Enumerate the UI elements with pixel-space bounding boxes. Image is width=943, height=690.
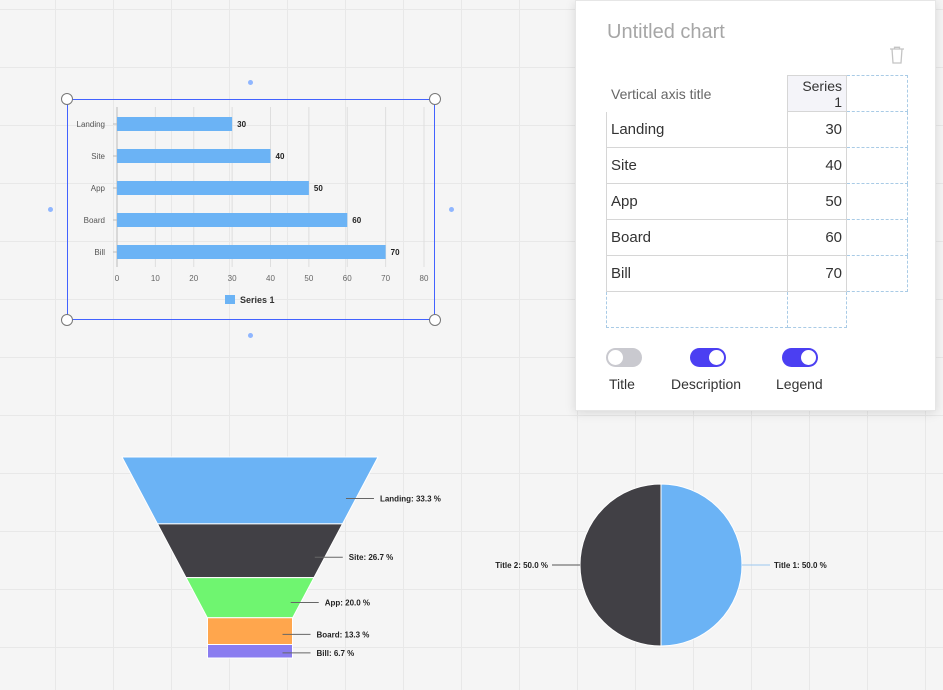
row-value-cell[interactable]: 70 bbox=[787, 255, 847, 292]
toggle-knob bbox=[608, 350, 623, 365]
x-tick-label: 70 bbox=[381, 274, 390, 283]
y-tick-label: Landing bbox=[77, 120, 105, 129]
x-tick-label: 80 bbox=[420, 274, 429, 283]
table-row: Board 60 bbox=[606, 219, 908, 256]
connector-dot-bottom[interactable] bbox=[248, 333, 253, 338]
x-tick-label: 10 bbox=[151, 274, 160, 283]
bar bbox=[117, 213, 348, 227]
toggle-knob bbox=[801, 350, 816, 365]
title-toggle-label: Title bbox=[609, 376, 635, 392]
bar-data-label: 30 bbox=[237, 120, 246, 129]
bar bbox=[117, 149, 271, 163]
row-label-cell[interactable]: Bill bbox=[606, 255, 788, 292]
pie-slice bbox=[660, 483, 743, 647]
row-value-cell[interactable]: 40 bbox=[787, 147, 847, 184]
x-tick-label: 20 bbox=[189, 274, 198, 283]
table-header-row: Vertical axis title Series 1 bbox=[606, 75, 908, 112]
empty-cell[interactable] bbox=[846, 75, 908, 112]
table-row: Landing 30 bbox=[606, 111, 908, 148]
connector-dot-right[interactable] bbox=[449, 207, 454, 212]
pie-slice bbox=[579, 483, 662, 647]
legend-label: Series 1 bbox=[240, 295, 275, 305]
connector-dot-top[interactable] bbox=[248, 80, 253, 85]
table-row: App 50 bbox=[606, 183, 908, 220]
empty-cell[interactable] bbox=[787, 291, 847, 328]
table-empty-row bbox=[606, 291, 908, 328]
connector-dot-left[interactable] bbox=[48, 207, 53, 212]
resize-handle-top-left[interactable] bbox=[61, 93, 73, 105]
x-tick-label: 0 bbox=[115, 274, 120, 283]
empty-cell[interactable] bbox=[846, 111, 908, 148]
bar bbox=[117, 245, 386, 259]
funnel-data-label: Landing: 33.3 % bbox=[380, 494, 441, 503]
funnel-data-label: Site: 26.7 % bbox=[349, 553, 393, 562]
empty-cell[interactable] bbox=[846, 183, 908, 220]
y-tick-label: Site bbox=[91, 152, 105, 161]
funnel-data-label: Board: 13.3 % bbox=[317, 630, 370, 639]
empty-cell[interactable] bbox=[846, 147, 908, 184]
table-row: Bill 70 bbox=[606, 255, 908, 292]
y-tick-label: Bill bbox=[94, 248, 105, 257]
bar-data-label: 40 bbox=[276, 152, 285, 161]
toggle-knob bbox=[709, 350, 724, 365]
chart-editor-panel: Untitled chart Vertical axis title Serie… bbox=[575, 0, 936, 411]
pie-data-label: Title 2: 50.0 % bbox=[495, 561, 548, 570]
resize-handle-bottom-right[interactable] bbox=[429, 314, 441, 326]
bar bbox=[117, 181, 309, 195]
empty-cell[interactable] bbox=[846, 219, 908, 256]
row-label-cell[interactable]: Landing bbox=[606, 111, 788, 148]
bar-data-label: 50 bbox=[314, 184, 323, 193]
row-value-cell[interactable]: 60 bbox=[787, 219, 847, 256]
row-label-cell[interactable]: Site bbox=[606, 147, 788, 184]
bar bbox=[117, 117, 233, 131]
bar-data-label: 70 bbox=[391, 248, 400, 257]
resize-handle-bottom-left[interactable] bbox=[61, 314, 73, 326]
description-toggle-label: Description bbox=[671, 376, 742, 392]
description-toggle[interactable] bbox=[690, 348, 726, 367]
series-header-cell[interactable]: Series 1 bbox=[787, 75, 847, 112]
empty-cell[interactable] bbox=[846, 255, 908, 292]
axis-title-cell[interactable]: Vertical axis title bbox=[606, 75, 788, 112]
title-toggle[interactable] bbox=[606, 348, 642, 367]
funnel-data-label: App: 20.0 % bbox=[325, 599, 370, 608]
legend-toggle-label: Legend bbox=[776, 376, 823, 392]
resize-handle-top-right[interactable] bbox=[429, 93, 441, 105]
row-label-cell[interactable]: Board bbox=[606, 219, 788, 256]
legend-toggle[interactable] bbox=[782, 348, 818, 367]
y-tick-label: Board bbox=[84, 216, 105, 225]
chart-title-input[interactable]: Untitled chart bbox=[607, 21, 725, 43]
row-value-cell[interactable]: 50 bbox=[787, 183, 847, 220]
pie-data-label: Title 1: 50.0 % bbox=[774, 561, 827, 570]
legend-swatch bbox=[225, 295, 235, 304]
empty-cell[interactable] bbox=[606, 291, 788, 328]
funnel-data-label: Bill: 6.7 % bbox=[317, 649, 355, 658]
x-tick-label: 40 bbox=[266, 274, 275, 283]
x-tick-label: 60 bbox=[343, 274, 352, 283]
bar-data-label: 60 bbox=[352, 216, 361, 225]
x-tick-label: 50 bbox=[304, 274, 313, 283]
data-table: Vertical axis title Series 1 Landing 30 … bbox=[606, 75, 908, 328]
row-label-cell[interactable]: App bbox=[606, 183, 788, 220]
funnel-segment bbox=[207, 644, 293, 659]
table-row: Site 40 bbox=[606, 147, 908, 184]
x-tick-label: 30 bbox=[228, 274, 237, 283]
selection-frame[interactable] bbox=[67, 99, 435, 320]
y-tick-label: App bbox=[91, 184, 106, 193]
row-value-cell[interactable]: 30 bbox=[787, 111, 847, 148]
trash-icon[interactable] bbox=[889, 46, 905, 64]
